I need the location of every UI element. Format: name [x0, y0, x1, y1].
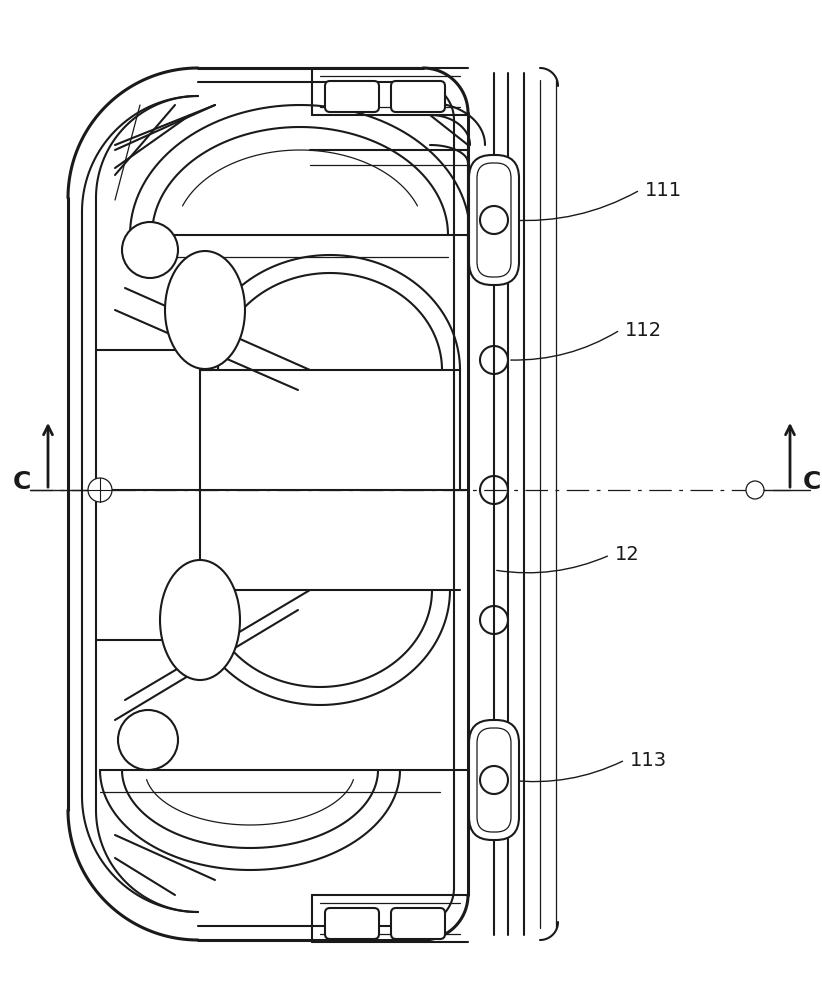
FancyBboxPatch shape — [325, 908, 379, 939]
Ellipse shape — [160, 560, 240, 680]
FancyBboxPatch shape — [325, 81, 379, 112]
Text: 12: 12 — [615, 546, 640, 564]
FancyBboxPatch shape — [391, 908, 445, 939]
FancyBboxPatch shape — [391, 81, 445, 112]
Text: C: C — [803, 470, 821, 494]
FancyBboxPatch shape — [469, 720, 519, 840]
Text: 112: 112 — [625, 320, 663, 340]
FancyBboxPatch shape — [477, 163, 511, 277]
Text: 111: 111 — [645, 180, 682, 200]
FancyBboxPatch shape — [477, 728, 511, 832]
Text: C: C — [13, 470, 31, 494]
FancyBboxPatch shape — [469, 155, 519, 285]
Circle shape — [122, 222, 178, 278]
Ellipse shape — [165, 251, 245, 369]
Text: 113: 113 — [630, 750, 667, 770]
Circle shape — [746, 481, 764, 499]
Circle shape — [118, 710, 178, 770]
Circle shape — [88, 478, 112, 502]
